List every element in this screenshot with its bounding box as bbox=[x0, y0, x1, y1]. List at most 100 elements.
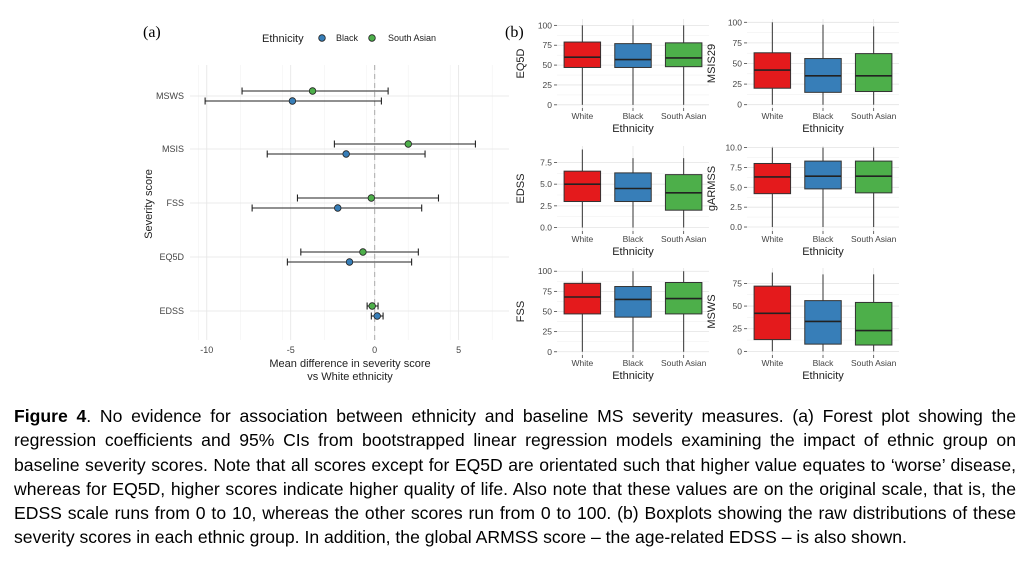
forest-panel-bg bbox=[190, 65, 509, 340]
forest-ytick-label-msis: MSIS bbox=[162, 144, 184, 154]
box-xlabel: Ethnicity bbox=[612, 246, 654, 258]
box-ytick-label: 5.0 bbox=[730, 182, 742, 192]
forest-ytick-label-msws: MSWS bbox=[156, 91, 184, 101]
box-xtick-label-white: White bbox=[761, 358, 783, 368]
box-ytick-label: 7.5 bbox=[540, 157, 552, 167]
legend-label-south-asian: South Asian bbox=[388, 33, 436, 43]
box-ytick-label: 25 bbox=[733, 79, 743, 89]
box-black bbox=[614, 172, 652, 203]
forest-point-south-asian bbox=[308, 87, 317, 95]
box-xtick-label-white: White bbox=[761, 234, 783, 244]
box-ytick-label: 0 bbox=[547, 347, 552, 357]
box-xtick-label-black: Black bbox=[813, 111, 835, 121]
panel-label-a: (a) bbox=[143, 24, 161, 41]
forest-point-black bbox=[342, 150, 350, 158]
box-ytick-label: 50 bbox=[543, 60, 553, 70]
box-xlabel: Ethnicity bbox=[802, 246, 844, 258]
box-ytick-label: 75 bbox=[543, 286, 553, 296]
box-ytick-label: 100 bbox=[538, 266, 552, 276]
box-ytick-label: 2.5 bbox=[540, 201, 552, 211]
box-ytick-label: 0 bbox=[737, 346, 742, 356]
forest-xtick-label: -10 bbox=[200, 345, 213, 355]
box-xlabel: Ethnicity bbox=[802, 123, 844, 135]
caption-label: Figure 4 bbox=[14, 406, 87, 426]
box-ytick-label: 50 bbox=[733, 301, 743, 311]
box-south-asian bbox=[854, 301, 893, 346]
box-ytick-label: 75 bbox=[543, 40, 553, 50]
forest-point-south-asian bbox=[368, 302, 376, 310]
box-white bbox=[563, 170, 602, 203]
forest-legend: Ethnicity Black South Asian bbox=[262, 33, 436, 45]
box-black bbox=[804, 160, 842, 190]
box-xtick-label-black: Black bbox=[623, 234, 645, 244]
forest-xtick-label: -5 bbox=[287, 345, 295, 355]
box-xlabel: Ethnicity bbox=[612, 123, 654, 135]
forest-point-black bbox=[334, 204, 342, 212]
forest-point-south-asian bbox=[404, 140, 412, 148]
boxplot-panels: 0 25 50 75 100 White Black South Asian Ethnicity… bbox=[515, 17, 899, 382]
forest-point-black bbox=[288, 97, 297, 105]
box-white bbox=[753, 162, 792, 195]
box-ytick-label: 50 bbox=[733, 59, 743, 69]
box-xtick-label-white: White bbox=[571, 358, 593, 368]
box-xlabel: Ethnicity bbox=[612, 370, 654, 382]
box-xtick-label-black: Black bbox=[623, 358, 645, 368]
box-xtick-label-south-asian: South Asian bbox=[661, 234, 707, 244]
forest-plot: Ethnicity Black South Asian Mean differe… bbox=[143, 33, 509, 383]
box-white bbox=[563, 41, 602, 68]
box-xtick-label-south-asian: South Asian bbox=[851, 234, 897, 244]
box-xtick-label-south-asian: South Asian bbox=[851, 111, 897, 121]
boxplot-msis29: 0 25 50 75 100 White Black South Asian Ethnicity… bbox=[706, 17, 899, 135]
forest-xtick-label: 0 bbox=[372, 345, 377, 355]
box-ytick-label: 0.0 bbox=[540, 223, 552, 233]
box-xtick-label-south-asian: South Asian bbox=[851, 358, 897, 368]
box-ytick-label: 10.0 bbox=[725, 143, 742, 153]
forest-ytick-label-fss: FSS bbox=[166, 198, 184, 208]
box-ytick-label: 7.5 bbox=[730, 162, 742, 172]
forest-xlabel-line1: Mean difference in severity score bbox=[269, 358, 430, 370]
box-ytick-label: 0.0 bbox=[730, 222, 742, 232]
box-ytick-label: 25 bbox=[733, 324, 743, 334]
forest-point-black bbox=[373, 312, 381, 320]
box-ylabel: EDSS bbox=[515, 174, 527, 204]
box-south-asian bbox=[664, 42, 703, 68]
boxplot-eq5d: 0 25 50 75 100 White Black South Asian Ethnicity… bbox=[515, 19, 709, 135]
box-black bbox=[614, 286, 652, 318]
box-xtick-label-white: White bbox=[571, 111, 593, 121]
figure-caption: Figure 4. No evidence for association be… bbox=[14, 404, 1016, 550]
box-ylabel: FSS bbox=[515, 301, 527, 322]
box-ylabel: EQ5D bbox=[515, 48, 527, 78]
box-ytick-label: 2.5 bbox=[730, 202, 742, 212]
box-ytick-label: 25 bbox=[543, 327, 553, 337]
box-xtick-label-white: White bbox=[761, 111, 783, 121]
legend-marker-south-asian bbox=[368, 34, 376, 42]
forest-xtick-label: 5 bbox=[456, 345, 461, 355]
legend-label-black: Black bbox=[336, 33, 359, 43]
caption-text: . No evidence for association between et… bbox=[14, 406, 1017, 548]
box-xtick-label-south-asian: South Asian bbox=[661, 358, 707, 368]
box-ylabel: MSIS29 bbox=[706, 44, 718, 83]
box-xtick-label-black: Black bbox=[813, 234, 835, 244]
box-black bbox=[804, 300, 842, 345]
box-black bbox=[614, 43, 652, 68]
box-ylabel: gARMSS bbox=[706, 166, 718, 211]
forest-xlabel-line2: vs White ethnicity bbox=[307, 371, 393, 383]
box-ytick-label: 0 bbox=[547, 100, 552, 110]
forest-ytick-label-eq5d: EQ5D bbox=[159, 252, 184, 262]
box-ytick-label: 5.0 bbox=[540, 179, 552, 189]
forest-point-south-asian bbox=[359, 248, 367, 256]
box-ytick-label: 25 bbox=[543, 80, 553, 90]
box-south-asian bbox=[854, 53, 893, 93]
figure-4: (a) (b) Ethnicity Black South Asian Mean… bbox=[143, 17, 899, 383]
box-xtick-label-white: White bbox=[571, 234, 593, 244]
box-xtick-label-black: Black bbox=[623, 111, 645, 121]
box-white bbox=[563, 282, 602, 315]
forest-ytick-label-edss: EDSS bbox=[159, 306, 184, 316]
box-ytick-label: 100 bbox=[538, 20, 552, 30]
box-xtick-label-black: Black bbox=[813, 358, 835, 368]
boxplot-fss: 0 25 50 75 100 White Black South Asian Ethnicity… bbox=[515, 266, 709, 382]
forest-point-south-asian bbox=[367, 194, 376, 202]
boxplot-garmss: 0.0 2.5 5.0 7.5 10.0 White Black South Asian Eth… bbox=[706, 143, 899, 258]
boxplot-edss: 0.0 2.5 5.0 7.5 White Black South Asian Ethnici… bbox=[515, 146, 709, 258]
box-ytick-label: 0 bbox=[737, 100, 742, 110]
